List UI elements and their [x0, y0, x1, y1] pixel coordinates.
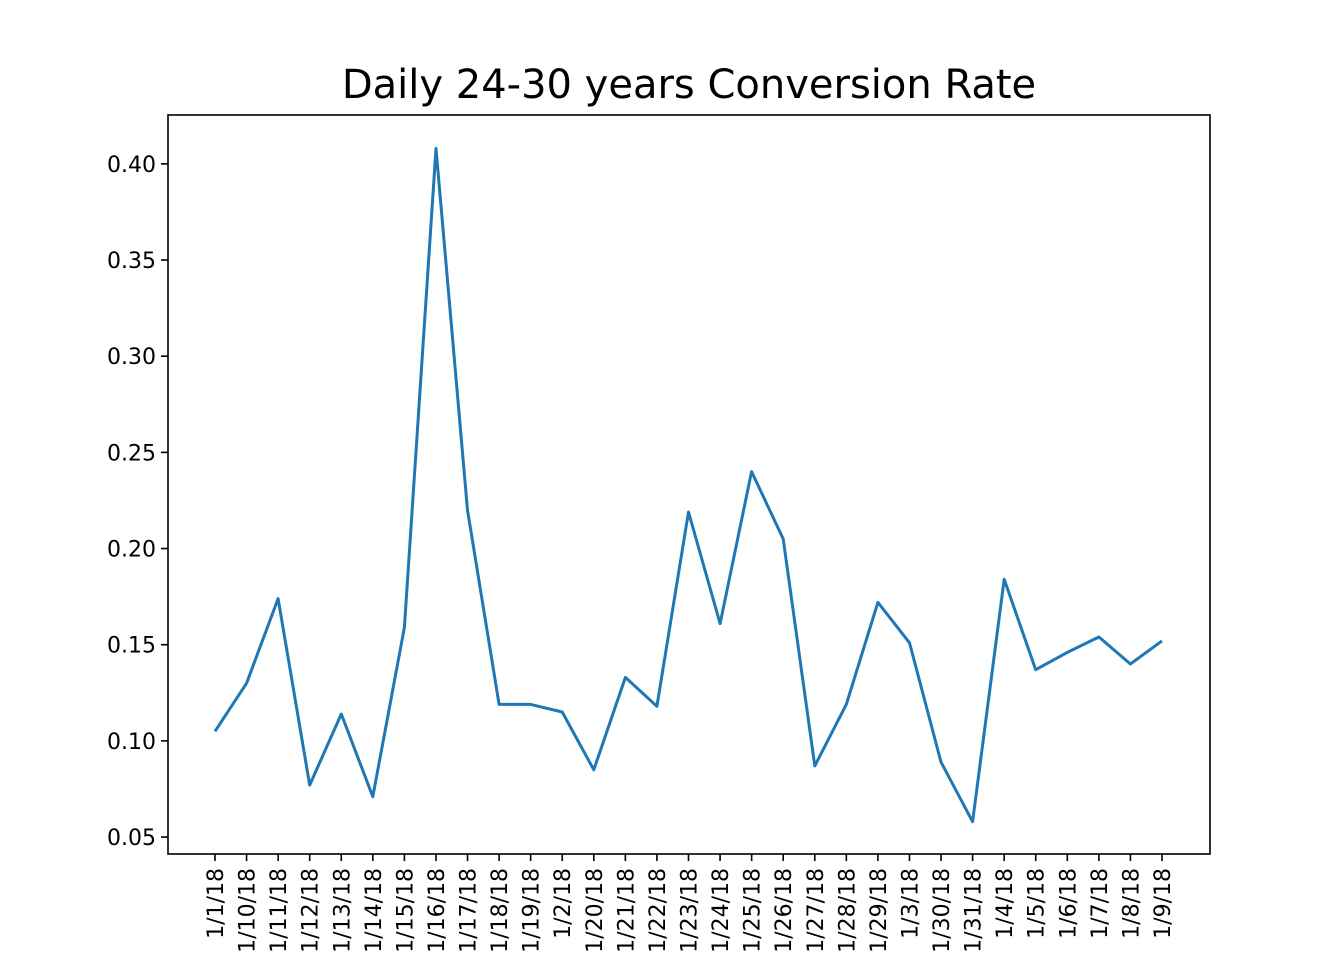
x-tick-label: 1/9/18 — [1151, 868, 1176, 939]
x-tick-label: 1/28/18 — [835, 868, 860, 953]
x-tick-label: 1/17/18 — [457, 868, 482, 953]
x-tick-label: 1/18/18 — [488, 868, 513, 953]
x-tick-label: 1/12/18 — [299, 868, 324, 953]
series-line — [213, 147, 1163, 824]
x-tick-label: 1/22/18 — [646, 868, 671, 953]
x-tick-label: 1/29/18 — [867, 868, 892, 953]
y-tick-label: 0.05 — [107, 826, 156, 851]
x-tick-label: 1/4/18 — [993, 868, 1018, 939]
x-tick-label: 1/8/18 — [1119, 868, 1144, 939]
x-tick-label: 1/25/18 — [741, 868, 766, 953]
y-tick-label: 0.20 — [107, 538, 156, 563]
x-tick-label: 1/15/18 — [393, 868, 418, 953]
x-tick-label: 1/30/18 — [930, 868, 955, 953]
x-tick-label: 1/31/18 — [962, 868, 987, 953]
x-tick-label: 1/24/18 — [709, 868, 734, 953]
chart-title: Daily 24-30 years Conversion Rate — [342, 62, 1036, 108]
x-tick-label: 1/20/18 — [583, 868, 608, 953]
x-tick-label: 1/14/18 — [362, 868, 387, 953]
y-tick-label: 0.25 — [107, 441, 156, 466]
y-tick-label: 0.10 — [107, 730, 156, 755]
x-tick-label: 1/7/18 — [1088, 868, 1113, 939]
y-tick-label: 0.40 — [107, 153, 156, 178]
plot-frame — [167, 114, 1211, 855]
x-tick-label: 1/26/18 — [772, 868, 797, 953]
x-tick-label: 1/3/18 — [898, 868, 923, 939]
x-tick-label: 1/27/18 — [804, 868, 829, 953]
x-tick-label: 1/13/18 — [330, 868, 355, 953]
y-tick-label: 0.15 — [107, 634, 156, 659]
x-tick-label: 1/2/18 — [551, 868, 576, 939]
x-tick-label: 1/10/18 — [236, 868, 261, 953]
x-tick-label: 1/19/18 — [520, 868, 545, 953]
x-tick-label: 1/1/18 — [204, 868, 229, 939]
y-tick-label: 0.35 — [107, 249, 156, 274]
x-tick-label: 1/6/18 — [1056, 868, 1081, 939]
x-tick-label: 1/23/18 — [678, 868, 703, 953]
y-axis: 0.05 0.10 0.15 0.20 0.25 0.30 0.35 0.40 — [107, 153, 168, 851]
y-tick-label: 0.30 — [107, 345, 156, 370]
x-tick-label: 1/5/18 — [1025, 868, 1050, 939]
series-group — [213, 147, 1163, 824]
x-tick-label: 1/11/18 — [267, 868, 292, 953]
x-axis: 1/1/18 1/10/18 1/11/18 1/12/18 1/13/18 1/14/1… — [204, 854, 1176, 953]
x-tick-label: 1/21/18 — [614, 868, 639, 953]
x-tick-label: 1/16/18 — [425, 868, 450, 953]
